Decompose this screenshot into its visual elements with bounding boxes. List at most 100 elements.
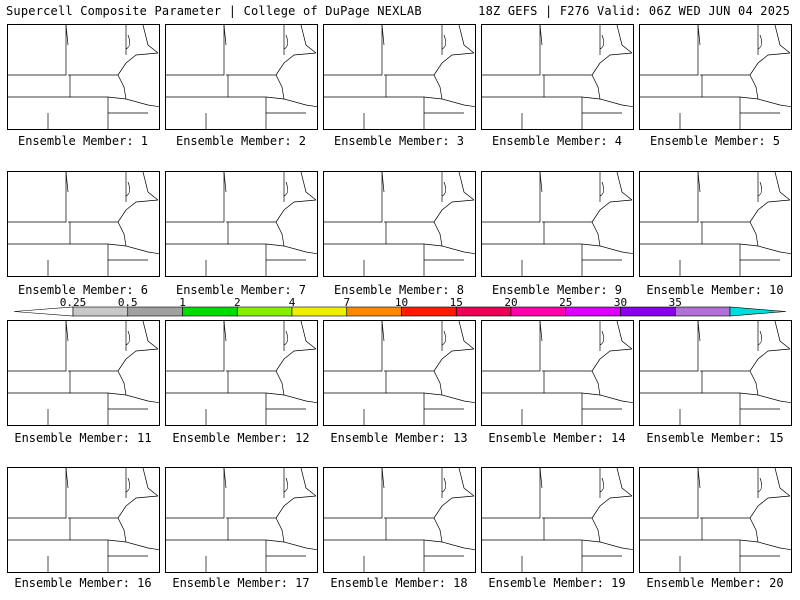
border-line — [749, 495, 791, 519]
member-label: Ensemble Member: 6 — [17, 283, 149, 297]
border-line — [544, 243, 601, 247]
state-borders — [324, 321, 475, 425]
state-borders — [482, 25, 633, 129]
border-line — [223, 172, 227, 193]
border-line — [697, 321, 701, 342]
border-line — [591, 52, 633, 76]
border-line — [599, 330, 605, 346]
border-line — [324, 75, 387, 98]
member-map-panel — [323, 24, 476, 130]
state-borders — [640, 468, 791, 572]
member-label: Ensemble Member: 5 — [649, 134, 781, 148]
border-line — [125, 477, 131, 493]
border-line — [283, 477, 289, 493]
border-line — [441, 330, 447, 346]
border-line — [8, 25, 67, 76]
border-line — [70, 243, 127, 247]
scale-tick-label: 35 — [668, 296, 682, 309]
member-map-panel — [7, 24, 160, 130]
scale-segment — [510, 306, 567, 317]
border-line — [386, 539, 443, 543]
border-line — [142, 468, 159, 497]
member-map-panel — [165, 320, 318, 426]
border-line — [697, 468, 701, 489]
border-line — [616, 468, 633, 497]
border-line — [166, 75, 229, 98]
border-line — [702, 243, 759, 247]
border-line — [591, 348, 633, 372]
border-line — [166, 371, 229, 394]
border-line — [599, 477, 605, 493]
border-line — [458, 468, 475, 497]
scale-tick-label: 2 — [233, 296, 241, 309]
border-line — [283, 181, 289, 197]
border-line — [324, 468, 383, 519]
member-label: Ensemble Member: 14 — [488, 431, 626, 445]
border-line — [223, 25, 227, 46]
member-label: Ensemble Member: 10 — [646, 283, 784, 297]
border-line — [8, 321, 67, 372]
border-line — [223, 468, 227, 489]
scale-tick-label: 7 — [343, 296, 351, 309]
scale-segment — [674, 306, 731, 317]
border-line — [324, 222, 387, 245]
border-line — [539, 172, 543, 193]
border-line — [749, 348, 791, 372]
border-line — [749, 74, 791, 108]
member-map-panel — [639, 171, 792, 277]
border-line — [275, 74, 317, 108]
state-borders — [640, 25, 791, 129]
state-borders — [166, 172, 317, 276]
scale-tick-label: 0.5 — [117, 296, 138, 309]
border-line — [697, 25, 701, 46]
scale-segment — [455, 306, 512, 317]
border-line — [433, 52, 475, 76]
border-line — [591, 495, 633, 519]
border-line — [300, 468, 317, 497]
product-title: Supercell Composite Parameter | College … — [6, 4, 422, 18]
border-line — [757, 34, 763, 50]
member-label: Ensemble Member: 8 — [333, 283, 465, 297]
member-label: Ensemble Member: 1 — [17, 134, 149, 148]
border-line — [125, 330, 131, 346]
border-line — [482, 75, 545, 98]
border-line — [599, 34, 605, 50]
state-borders — [8, 468, 159, 572]
border-line — [640, 25, 699, 76]
member-map-panel — [165, 171, 318, 277]
member-map-panel — [481, 320, 634, 426]
border-line — [749, 370, 791, 404]
border-line — [324, 371, 387, 394]
state-borders — [482, 172, 633, 276]
border-line — [166, 321, 225, 372]
scale-tick-label: 25 — [559, 296, 573, 309]
border-line — [324, 25, 383, 76]
border-line — [142, 321, 159, 350]
border-line — [599, 181, 605, 197]
border-line — [774, 172, 791, 201]
border-line — [386, 392, 443, 396]
border-line — [774, 25, 791, 54]
border-line — [458, 321, 475, 350]
member-map-panel — [481, 467, 634, 573]
border-line — [757, 181, 763, 197]
state-borders — [640, 172, 791, 276]
border-line — [591, 221, 633, 255]
border-line — [757, 477, 763, 493]
border-line — [275, 370, 317, 404]
border-line — [616, 172, 633, 201]
border-line — [381, 172, 385, 193]
border-line — [616, 25, 633, 54]
border-line — [539, 468, 543, 489]
border-line — [275, 199, 317, 223]
member-map-panel — [7, 171, 160, 277]
border-line — [482, 172, 541, 223]
member-label: Ensemble Member: 7 — [175, 283, 307, 297]
scale-tick-label: 15 — [449, 296, 463, 309]
border-line — [757, 330, 763, 346]
state-borders — [166, 321, 317, 425]
border-line — [381, 468, 385, 489]
border-line — [8, 222, 71, 245]
border-line — [433, 348, 475, 372]
member-map-panel — [639, 320, 792, 426]
